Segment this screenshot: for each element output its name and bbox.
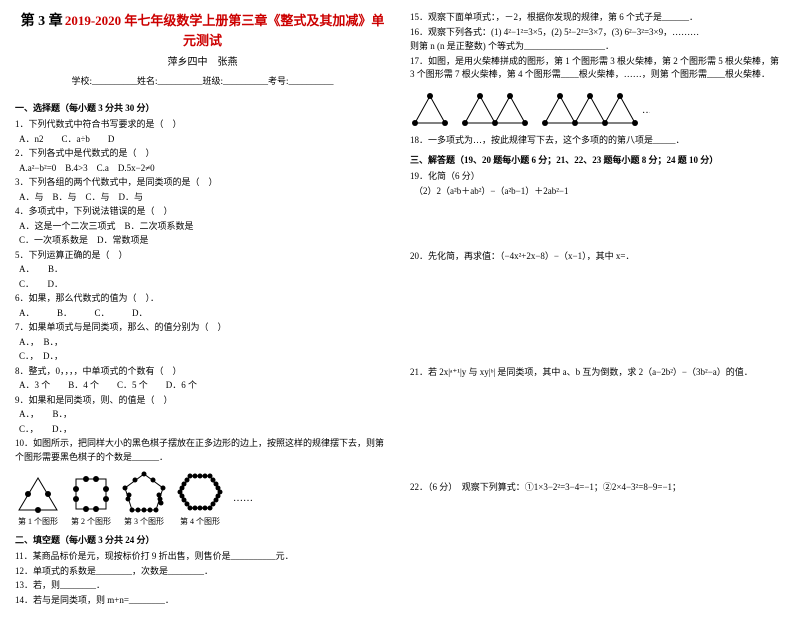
- fig1: 第 1 个图形: [15, 474, 61, 527]
- q9-o2: C．， D．，: [19, 423, 390, 437]
- spacer1: [410, 199, 785, 249]
- q8-opts: A．3 个 B．4 个 C．5 个 D．6 个: [19, 379, 390, 393]
- q12: 12．单项式的系数是________，次数是________．: [15, 565, 390, 579]
- q1: 1．下列代数式中符合书写要求的是（ ）: [15, 118, 390, 132]
- svg-text:…: …: [642, 105, 650, 116]
- q7-o2: C．， D．，: [19, 350, 390, 364]
- q22: 22．（6 分） 观察下列算式：①1×3−2²=3−4=−1；②2×4−3²=8…: [410, 481, 785, 495]
- q9: 9．如果和是同类项，则、的值是（ ）: [15, 394, 390, 408]
- spacer2: [410, 265, 785, 315]
- section2-head: 二、填空题（每小题 3 分共 24 分）: [15, 533, 390, 546]
- q10: 10．如图所示，把同样大小的黑色棋子摆放在正多边形的边上，按照这样的规律摆下去，…: [15, 437, 390, 464]
- fig3: 第 3 个图形: [121, 470, 167, 527]
- q7-o1: A．， B．，: [19, 336, 390, 350]
- spacer3b: [410, 430, 785, 480]
- q3: 3．下列各组的两个代数式中，是同类项的是（ ）: [15, 176, 390, 190]
- section3-head: 三、解答题（19、20 题每小题 6 分；21、22、23 题每小题 8 分；2…: [410, 153, 785, 166]
- spacer2b: [410, 315, 785, 365]
- fig3-label: 第 3 个图形: [121, 516, 167, 527]
- q18: 18．一多项式为…，按此规律写下去，这个多项的的第八项是_____．: [410, 134, 785, 148]
- q4: 4．多项式中，下列说法错误的是（ ）: [15, 205, 390, 219]
- q19: 19．化简（6 分）: [410, 170, 785, 184]
- pentagon-icon: [121, 470, 167, 514]
- q15: 15．观察下面单项式：，－2，根据你发现的规律，第 6 个式子是______．: [410, 11, 785, 25]
- q2-opts: A.a²−b²=0 B.4>3 C.a D.5x−2≠0: [19, 162, 390, 176]
- fig4: 第 4 个图形: [177, 470, 223, 527]
- fig2: 第 2 个图形: [71, 474, 111, 527]
- q5: 5．下列运算正确的是（ ）: [15, 249, 390, 263]
- q5-o1: A． B．: [19, 263, 390, 277]
- hexagon-icon: [177, 470, 223, 514]
- q17: 17．如图，是用火柴棒拼成的图形，第 1 个图形需 3 根火柴棒，第 2 个图形…: [410, 55, 785, 82]
- triangle-icon: [15, 474, 61, 514]
- q1-opts: A．n2 C．a÷b D: [19, 133, 390, 147]
- matchstick-figs: …: [410, 88, 785, 128]
- q2: 2．下列各式中是代数式的是（ ）: [15, 147, 390, 161]
- fig2-label: 第 2 个图形: [71, 516, 111, 527]
- q13: 13．若，则________．: [15, 579, 390, 593]
- left-column: 第 3 章 2019-2020 年七年级数学上册第三章《整式及其加减》单元测试 …: [15, 10, 390, 608]
- q4-o1: A．这是一个二次三项式 B．二次项系数是: [19, 220, 390, 234]
- q5-o2: C． D．: [19, 278, 390, 292]
- q6: 6．如果，那么代数式的值为（ ）．: [15, 292, 390, 306]
- q16: 16．观察下列各式：(1) 4²−1²=3×5，(2) 5²−2²=3×7，(3…: [410, 26, 785, 40]
- q19b: （2）2（a²b＋ab²）−（a²b−1）＋2ab²−1: [414, 185, 785, 199]
- polygon-figs: 第 1 个图形 第 2 个图形: [15, 470, 390, 527]
- doc-title: 2019-2020 年七年级数学上册第三章《整式及其加减》单元测试: [65, 13, 385, 48]
- square-icon: [71, 474, 111, 514]
- q16b: 则第 n (n 是正整数) 个等式为__________________．: [410, 40, 785, 54]
- fig4-label: 第 4 个图形: [177, 516, 223, 527]
- form-line: 学校:__________姓名:__________班级:__________考…: [15, 74, 390, 87]
- triangles-icon: …: [410, 88, 650, 128]
- q8: 8．整式，0，，，，中单项式的个数有（ ）: [15, 365, 390, 379]
- q3-opts: A．与 B．与 C．与 D．与: [19, 191, 390, 205]
- spacer3: [410, 380, 785, 430]
- q6-opts: A． B． C． D．: [19, 307, 390, 321]
- q11: 11．某商品标价是元，现按标价打 9 折出售，则售价是__________元．: [15, 550, 390, 564]
- q4-o2: C．一次项系数是 D．常数项是: [19, 234, 390, 248]
- q20: 20．先化简，再求值：（−4x²+2x−8）−（x−1），其中 x=．: [410, 250, 785, 264]
- chapter-label: 第 3 章: [21, 14, 63, 29]
- q21: 21．若 2x|ᵃ⁺¹|y 与 xy|ᵇ| 是同类项，其中 a、b 互为倒数，求…: [410, 366, 785, 380]
- q14: 14．若与是同类项，则 m+n=________．: [15, 594, 390, 608]
- fig1-label: 第 1 个图形: [15, 516, 61, 527]
- q7: 7．如果单项式与是同类项，那么、的值分别为（ ）: [15, 321, 390, 335]
- subtitle: 萍乡四中 张燕: [15, 53, 390, 68]
- right-column: 15．观察下面单项式：，－2，根据你发现的规律，第 6 个式子是______． …: [410, 10, 785, 608]
- section1-head: 一、选择题（每小题 3 分共 30 分）: [15, 101, 390, 114]
- q9-o1: A．， B．，: [19, 408, 390, 422]
- fig-dots: ……: [233, 493, 253, 504]
- title-row: 第 3 章 2019-2020 年七年级数学上册第三章《整式及其加减》单元测试: [15, 10, 390, 49]
